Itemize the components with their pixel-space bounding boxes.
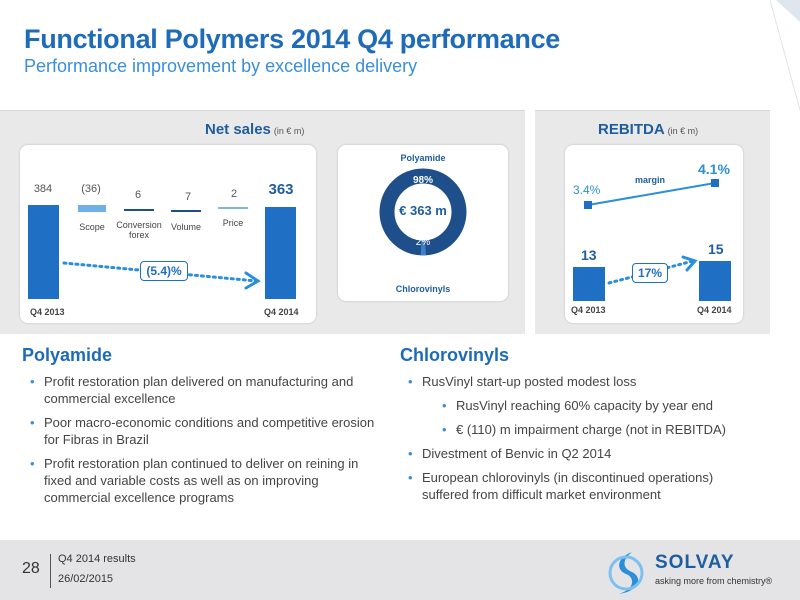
label-volume: Volume [170,222,202,232]
net-sales-panel: Net sales (in € m) 384 (36) 6 7 2 363 Sco… [0,110,525,334]
rebitda-panel: REBITDA (in € m) 3.4% margin 4.1% 13 15 1… [535,110,770,334]
margin-line [584,179,719,209]
sales-split-donut [379,168,467,256]
net-sales-waterfall-card: 384 (36) 6 7 2 363 Scope Conversion fore… [20,145,316,323]
chlorovinyls-heading: Chlorovinyls [400,345,510,365]
rebitda-chart-card: 3.4% margin 4.1% 13 15 17% Q4 2013 Q4 20… [565,145,743,323]
rebitda-change-badge: 17% [632,263,668,283]
chlorovinyls-subbullet-2: € (110) m impairment charge (not in REBI… [442,421,758,438]
x-label-end: Q4 2014 [264,307,299,317]
rebitda-x-label-end: Q4 2014 [697,305,732,315]
value-price: 2 [230,188,238,200]
rebitda-bar-q4-2014 [699,261,731,301]
polyamide-heading: Polyamide [22,345,113,365]
chlorovinyls-subbullet-1: RusVinyl reaching 60% capacity by year e… [442,397,758,414]
bar-volume [171,210,201,212]
value-start: 13 [581,247,597,263]
bar-conversion-forex [124,209,154,211]
footer: 28 Q4 2014 results 26/02/2015 SOLVAY ask… [0,540,800,600]
sales-split-donut-card: Polyamide 98% € 363 m 2% Chlorovinyls [338,145,508,301]
page-title: Functional Polymers 2014 Q4 performance [24,24,560,54]
donut-top-label: Polyamide [400,153,446,163]
value-q4-2014: 363 [268,181,294,198]
donut-bottom-label: Chlorovinyls [395,284,451,294]
donut-center-value: € 363 m [399,203,447,218]
corner-decoration [770,0,800,110]
page-number: 28 [22,560,40,577]
footer-divider [50,554,51,588]
value-scope: (36) [81,183,101,195]
x-label-start: Q4 2013 [30,307,65,317]
margin-end: 4.1% [698,161,730,177]
label-conversion-forex: Conversion forex [116,220,162,240]
rebitda-title: REBITDA (in € m) [598,121,699,138]
value-volume: 7 [184,191,192,203]
margin-start: 3.4% [573,183,601,197]
chlorovinyls-bullets: RusVinyl start-up posted modest loss Rus… [408,373,758,510]
footer-date: 26/02/2015 [58,573,114,585]
brand-tagline: asking more from chemistry® [655,576,773,586]
value-q4-2013: 384 [33,183,53,195]
net-sales-title: Net sales (in € m) [205,121,305,138]
label-price: Price [222,218,244,228]
margin-label: margin [635,175,666,185]
donut-chlorovinyls-pct: 2% [415,237,431,248]
chlorovinyls-bullet-1: RusVinyl start-up posted modest loss [408,373,758,390]
polyamide-bullet-2: Poor macro-economic conditions and compe… [30,414,380,448]
net-sales-change-badge: (5.4)% [140,261,188,281]
page-subtitle: Performance improvement by excellence de… [24,56,418,76]
polyamide-bullet-1: Profit restoration plan delivered on man… [30,373,380,407]
footer-doc-title: Q4 2014 results [58,553,136,565]
rebitda-x-label-start: Q4 2013 [571,305,606,315]
bar-scope [78,205,106,212]
value-end: 15 [708,241,724,257]
solvay-logo-icon [608,552,644,594]
bar-price [218,207,248,209]
rebitda-bar-q4-2013 [573,267,605,301]
value-conversion-forex: 6 [134,189,142,201]
donut-polyamide-pct: 98% [412,175,433,186]
polyamide-bullets: Profit restoration plan delivered on man… [30,373,380,513]
bar-q4-2014 [265,207,296,299]
polyamide-bullet-3: Profit restoration plan continued to del… [30,455,380,506]
chlorovinyls-bullet-2: Divestment of Benvic in Q2 2014 [408,445,758,462]
label-scope: Scope [79,222,105,232]
bar-q4-2013 [28,205,59,299]
chlorovinyls-bullet-3: European chlorovinyls (in discontinued o… [408,469,758,503]
brand-name: SOLVAY [655,552,735,573]
